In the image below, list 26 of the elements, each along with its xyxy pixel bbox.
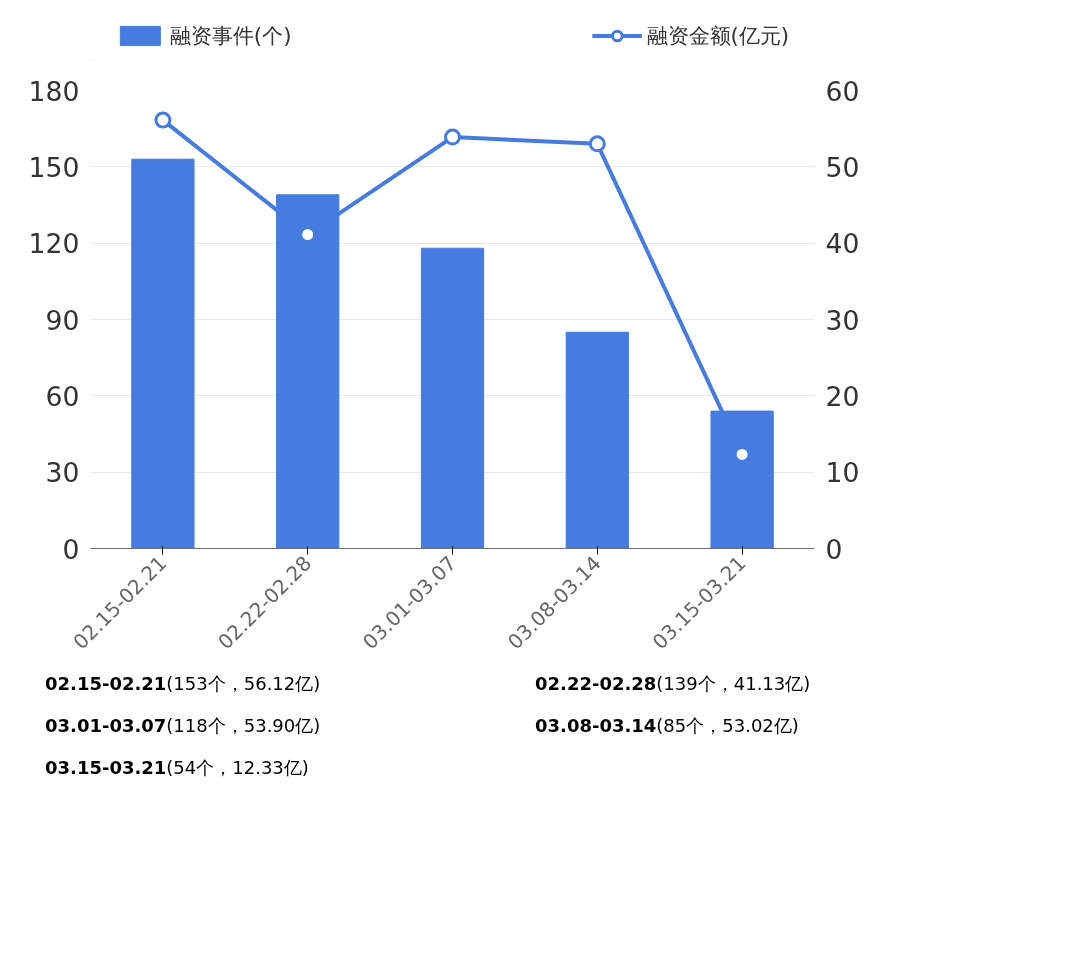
y2-tick-label: 0 <box>825 533 843 565</box>
text: (153个，56.12亿) <box>166 673 321 694</box>
text: (118个，53.90亿) <box>166 715 321 736</box>
text: (54个，12.33亿) <box>166 757 309 778</box>
y-tick-label: 30 <box>45 457 80 489</box>
y2-tick-label: 60 <box>825 75 860 107</box>
text: (139个，41.13亿) <box>656 673 811 694</box>
y-tick-label: 60 <box>45 380 80 412</box>
category-label: 02.15-02.21 <box>45 673 167 694</box>
category-label: 03.08-03.14 <box>535 715 657 736</box>
y2-tick-label: 10 <box>825 457 860 489</box>
y-tick-label: 0 <box>62 533 80 565</box>
category-label: 02.22-02.28 <box>535 673 657 694</box>
y-tick-label: 180 <box>28 75 80 107</box>
legend-label: 融资事件(个) <box>169 21 292 50</box>
legend-label: 融资金额(亿元) <box>646 21 790 50</box>
y-tick-label: 150 <box>28 151 80 183</box>
category-label: 03.15-03.21 <box>45 757 167 778</box>
y2-tick-label: 30 <box>825 304 860 336</box>
y-tick-label: 90 <box>45 304 80 336</box>
category-label: 03.01-03.07 <box>45 715 167 736</box>
y2-tick-label: 50 <box>825 151 860 183</box>
text: (85个，53.02亿) <box>656 715 799 736</box>
y2-tick-label: 20 <box>825 380 860 412</box>
y-tick-label: 120 <box>28 228 80 260</box>
y2-tick-label: 40 <box>825 228 860 260</box>
